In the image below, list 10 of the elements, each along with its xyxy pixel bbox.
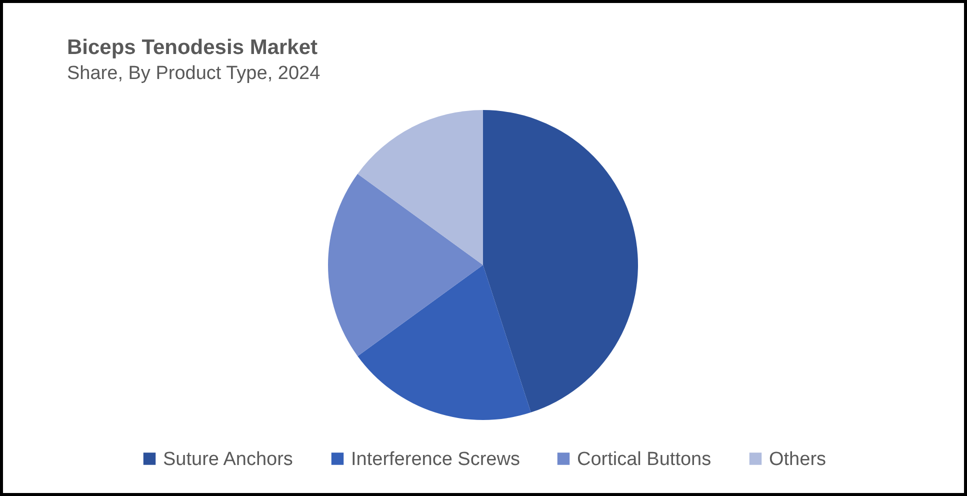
pie-slice [358, 265, 531, 420]
legend-label: Suture Anchors [163, 448, 293, 470]
pie-slice [483, 110, 638, 412]
legend-label: Cortical Buttons [577, 448, 712, 470]
legend-label: Others [769, 448, 826, 470]
pie-slice [328, 174, 483, 356]
chart-subtitle: Share, By Product Type, 2024 [67, 63, 321, 84]
legend-label: Interference Screws [351, 448, 520, 470]
pie-slice [358, 110, 483, 265]
chart-title: Biceps Tenodesis Market [67, 36, 318, 59]
